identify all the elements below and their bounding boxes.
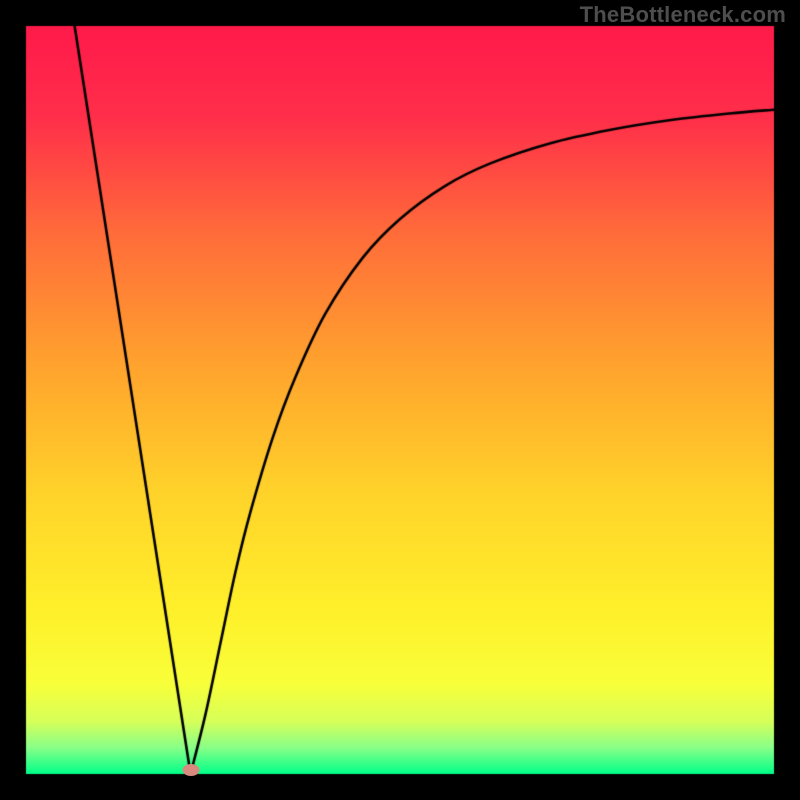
watermark-text: TheBottleneck.com <box>580 2 786 28</box>
chart-container: { "chart": { "type": "line", "width": 80… <box>0 0 800 800</box>
optimal-point-marker <box>182 764 199 776</box>
bottleneck-chart-canvas <box>0 0 800 800</box>
